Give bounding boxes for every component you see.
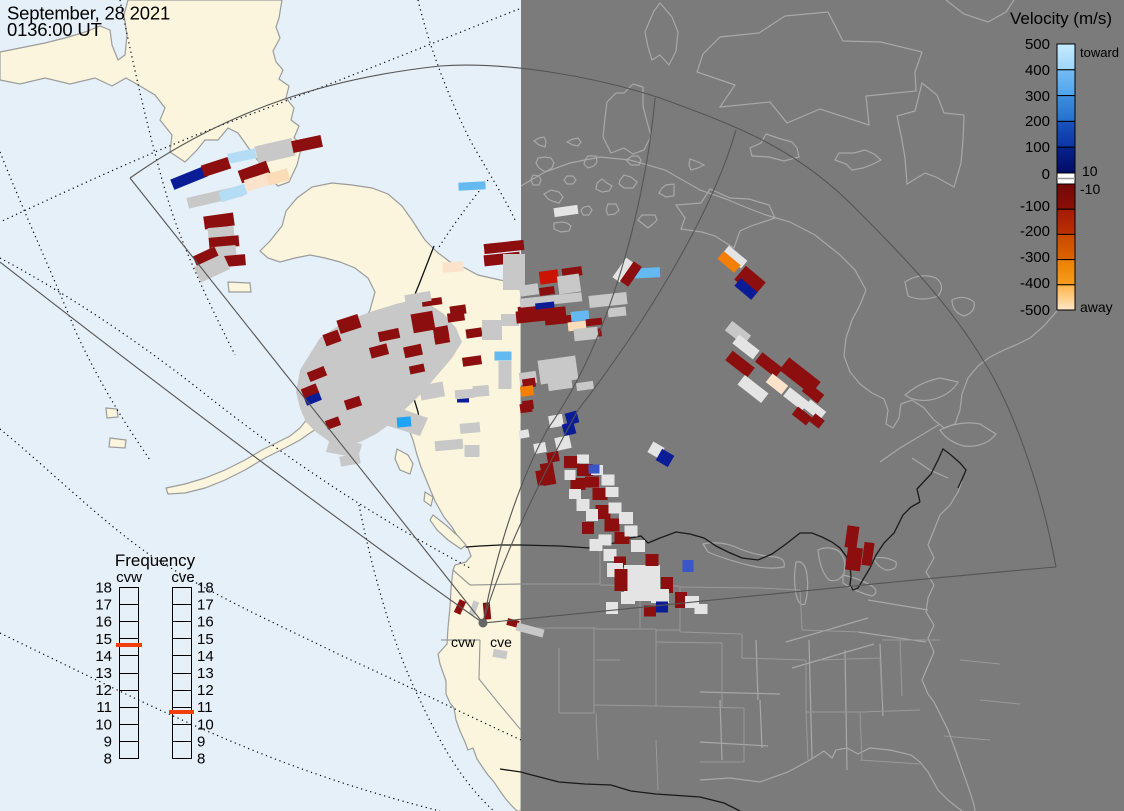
svg-text:16: 16 [197,614,214,631]
svg-text:17: 17 [95,597,112,614]
svg-text:11: 11 [96,699,112,716]
svg-text:0136:00 UT: 0136:00 UT [7,19,102,40]
svg-text:cvw: cvw [451,634,476,650]
svg-text:-400: -400 [1020,275,1050,292]
svg-text:0: 0 [1042,166,1050,183]
svg-text:200: 200 [1025,113,1050,130]
svg-text:-300: -300 [1020,249,1050,266]
svg-text:18: 18 [95,580,112,597]
svg-text:15: 15 [197,631,214,648]
svg-text:cve: cve [490,634,512,650]
svg-text:8: 8 [197,751,205,768]
svg-text:-10: -10 [1080,181,1100,197]
svg-text:15: 15 [95,631,112,648]
svg-text:-100: -100 [1020,198,1050,215]
svg-text:16: 16 [95,614,112,631]
svg-text:8: 8 [104,751,112,768]
svg-text:400: 400 [1025,62,1050,79]
svg-text:Velocity (m/s): Velocity (m/s) [1010,9,1112,28]
svg-text:cve: cve [171,569,194,586]
svg-text:13: 13 [197,665,214,682]
svg-text:13: 13 [95,665,112,682]
svg-text:12: 12 [197,682,214,699]
svg-text:300: 300 [1025,88,1050,105]
svg-text:10: 10 [1082,163,1098,179]
svg-text:-200: -200 [1020,223,1050,240]
svg-text:500: 500 [1025,36,1050,53]
svg-text:100: 100 [1025,139,1050,156]
svg-text:10: 10 [95,716,112,733]
svg-text:cvw: cvw [116,569,142,586]
svg-text:12: 12 [95,682,112,699]
svg-text:September, 28 2021: September, 28 2021 [7,3,170,24]
svg-text:-500: -500 [1020,302,1050,319]
svg-text:away: away [1080,299,1113,315]
svg-text:toward: toward [1080,45,1119,60]
svg-text:18: 18 [197,580,214,597]
svg-text:10: 10 [197,716,214,733]
svg-text:17: 17 [197,597,214,614]
svg-text:9: 9 [104,733,112,750]
svg-text:11: 11 [197,699,213,716]
svg-text:14: 14 [197,648,214,665]
svg-text:Frequency: Frequency [115,551,196,570]
svg-text:9: 9 [197,733,205,750]
svg-text:14: 14 [95,648,112,665]
